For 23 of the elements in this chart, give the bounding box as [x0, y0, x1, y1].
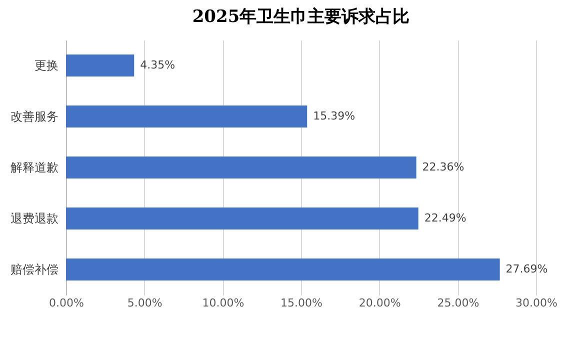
x-tick-label: 25.00% [437, 296, 480, 310]
bar [66, 156, 416, 178]
y-tick-label: 更换 [34, 58, 58, 72]
y-tick-label: 赔偿补偿 [10, 262, 58, 276]
bar [66, 54, 134, 76]
bar [66, 258, 500, 280]
x-tick-label: 0.00% [49, 296, 84, 310]
x-tick-label: 20.00% [358, 296, 401, 310]
y-tick-label: 改善服务 [10, 110, 58, 124]
y-tick-label: 解释道歉 [10, 160, 58, 174]
data-label: 27.69% [506, 262, 548, 276]
x-tick-label: 5.00% [127, 296, 162, 310]
x-tick-label: 30.00% [516, 296, 558, 310]
x-tick-label: 15.00% [280, 296, 322, 310]
data-label: 22.49% [424, 212, 466, 224]
data-label: 15.39% [313, 110, 356, 122]
y-tick-label: 退费退款 [10, 212, 58, 226]
bar [66, 208, 418, 230]
chart-title: 2025年卫生巾主要诉求占比 [192, 7, 410, 27]
data-label: 4.35% [140, 58, 176, 72]
data-label: 22.36% [422, 160, 464, 174]
x-tick-label: 10.00% [202, 296, 244, 310]
bar [66, 106, 308, 128]
